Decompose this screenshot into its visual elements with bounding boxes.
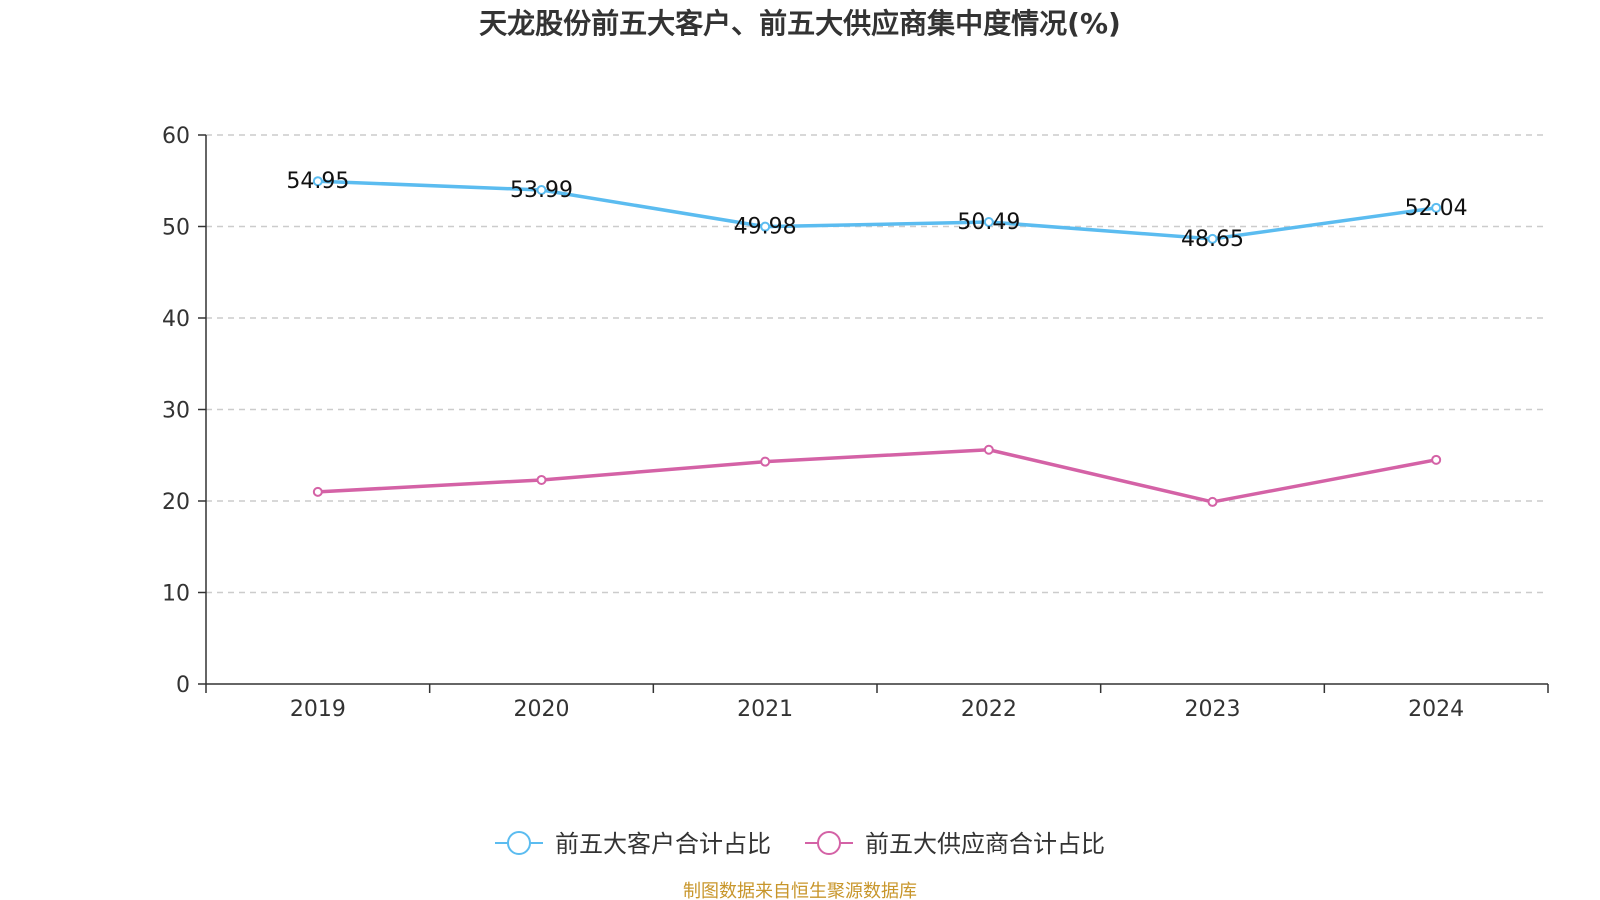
data-point — [1207, 496, 1218, 507]
data-point — [983, 444, 994, 455]
data-point — [536, 474, 547, 485]
data-point — [1431, 454, 1442, 465]
data-point — [983, 217, 994, 228]
data-point — [536, 184, 547, 195]
series-2 — [312, 444, 1442, 507]
y-tick-label: 30 — [162, 399, 190, 424]
legend-item-2[interactable]: 前五大供应商合计占比 — [805, 830, 1105, 858]
y-tick-label: 50 — [162, 216, 190, 241]
data-point — [760, 456, 771, 467]
grid-lines — [206, 134, 1548, 594]
legend-marker — [507, 831, 531, 855]
data-label: 49.98 — [734, 215, 797, 240]
y-tick-label: 60 — [162, 124, 190, 149]
x-tick-label: 2019 — [290, 697, 346, 722]
series-line — [317, 448, 1437, 504]
x-tick-label: 2022 — [961, 697, 1017, 722]
data-point — [1207, 233, 1218, 244]
y-tick-label: 40 — [162, 307, 190, 332]
legend-label: 前五大客户合计占比 — [555, 830, 771, 858]
legend-marker — [817, 831, 841, 855]
chart-title: 天龙股份前五大客户、前五大供应商集中度情况(%) — [479, 7, 1121, 40]
x-tick-label: 2020 — [514, 697, 570, 722]
data-point — [312, 176, 323, 187]
legend[interactable]: 前五大客户合计占比 前五大供应商合计占比 — [495, 830, 1105, 858]
legend-label: 前五大供应商合计占比 — [865, 830, 1105, 858]
legend-item-1[interactable]: 前五大客户合计占比 — [495, 830, 771, 858]
data-label: 53.99 — [510, 178, 573, 203]
y-tick-label: 10 — [162, 582, 190, 607]
y-tick-label: 20 — [162, 490, 190, 515]
data-label: 52.04 — [1405, 196, 1468, 221]
series-1: 54.95 53.99 49.98 50.49 48.65 52.04 — [286, 169, 1467, 252]
data-label: 48.65 — [1181, 227, 1244, 252]
x-tick-label: 2023 — [1185, 697, 1241, 722]
x-tick-label: 2021 — [737, 697, 793, 722]
source-note: 制图数据来自恒生聚源数据库 — [683, 881, 917, 900]
data-point — [760, 221, 771, 232]
data-label: 50.49 — [957, 210, 1020, 235]
series-layer: 54.95 53.99 49.98 50.49 48.65 52.04 — [286, 169, 1468, 507]
axes: 0 10 20 30 40 50 60 2019 2020 2021 2022 2023 2024 — [162, 124, 1549, 722]
y-tick-label: 0 — [176, 673, 190, 698]
x-tick-label: 2024 — [1408, 697, 1464, 722]
data-point — [312, 486, 323, 497]
data-label: 54.95 — [286, 169, 349, 194]
data-point — [1431, 202, 1442, 213]
series-line — [317, 179, 1437, 241]
